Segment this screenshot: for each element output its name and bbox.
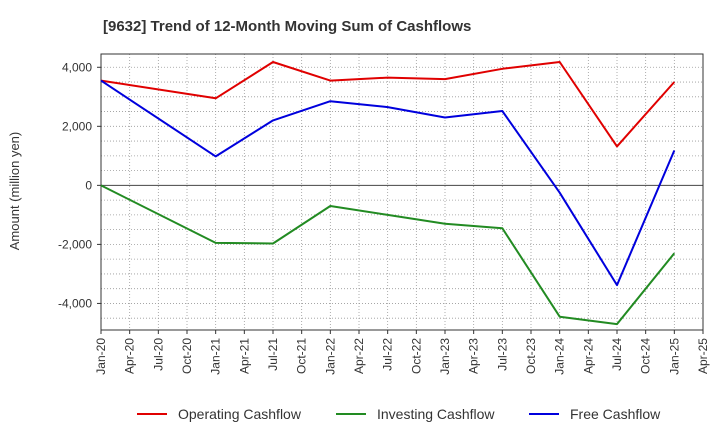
series-line-investing-cashflow bbox=[100, 184, 676, 326]
x-tick-label: Oct-23 bbox=[524, 338, 538, 374]
x-tick-label: Apr-25 bbox=[696, 338, 710, 374]
x-tick-label: Jul-21 bbox=[266, 338, 280, 371]
series-line-operating-cashflow bbox=[100, 61, 676, 148]
legend-label-investing-cashflow: Investing Cashflow bbox=[377, 406, 495, 422]
y-tick-label: -4,000 bbox=[58, 296, 92, 310]
plot-area bbox=[100, 53, 704, 331]
x-tick-label: Jan-23 bbox=[438, 338, 452, 375]
legend-label-free-cashflow: Free Cashflow bbox=[570, 406, 661, 422]
x-tick-label: Apr-21 bbox=[237, 338, 251, 374]
series-lines bbox=[100, 61, 676, 326]
x-tick-label: Oct-20 bbox=[180, 338, 194, 374]
x-tick-label: Jan-22 bbox=[323, 338, 337, 375]
legend-label-operating-cashflow: Operating Cashflow bbox=[178, 406, 302, 422]
x-tick-label: Oct-22 bbox=[409, 338, 423, 374]
x-tick-label: Apr-20 bbox=[123, 338, 137, 374]
x-tick-label: Jan-24 bbox=[553, 338, 567, 375]
series-line-free-cashflow bbox=[100, 79, 676, 287]
y-axis-ticks: 4,000 2,000 0 -2,000 -4,000 bbox=[58, 60, 101, 310]
y-tick-label: 4,000 bbox=[62, 60, 92, 74]
x-tick-label: Jul-20 bbox=[151, 338, 165, 371]
x-tick-label: Apr-22 bbox=[352, 338, 366, 374]
x-tick-label: Jan-25 bbox=[667, 338, 681, 375]
x-tick-label: Apr-23 bbox=[467, 338, 481, 374]
x-tick-label: Jan-21 bbox=[209, 338, 223, 375]
x-tick-label: Jul-23 bbox=[495, 338, 509, 371]
x-tick-label: Oct-24 bbox=[639, 338, 653, 374]
x-tick-label: Oct-21 bbox=[295, 338, 309, 374]
x-tick-label: Jan-20 bbox=[94, 338, 108, 375]
x-axis-ticks: Jan-20 Apr-20 Jul-20 Oct-20 Jan-21 Apr-21 Jul-… bbox=[94, 330, 710, 375]
chart-title: [9632] Trend of 12-Month Moving Sum of C… bbox=[103, 18, 471, 35]
x-tick-label: Jul-22 bbox=[381, 338, 395, 371]
x-tick-label: Jul-24 bbox=[610, 338, 624, 371]
legend: Operating Cashflow Investing Cashflow Free… bbox=[137, 406, 661, 422]
y-tick-label: 0 bbox=[85, 178, 92, 192]
y-tick-label: 2,000 bbox=[62, 119, 92, 133]
y-tick-label: -2,000 bbox=[58, 237, 92, 251]
x-tick-label: Apr-24 bbox=[581, 338, 595, 374]
y-axis-label: Amount (million yen) bbox=[7, 132, 22, 251]
